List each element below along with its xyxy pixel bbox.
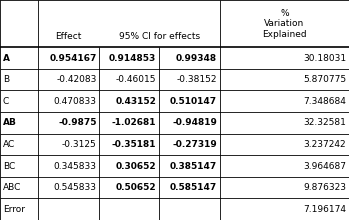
Text: -0.35181: -0.35181: [111, 140, 156, 149]
Text: A: A: [3, 54, 10, 63]
Text: ABC: ABC: [3, 183, 21, 192]
Text: 3.237242: 3.237242: [304, 140, 346, 149]
Text: AC: AC: [3, 140, 15, 149]
Text: 30.18031: 30.18031: [303, 54, 346, 63]
Text: C: C: [3, 97, 9, 106]
Text: 5.870775: 5.870775: [303, 75, 346, 84]
Text: 0.345833: 0.345833: [54, 161, 97, 170]
Text: 0.954167: 0.954167: [49, 54, 97, 63]
Text: Effect: Effect: [55, 32, 82, 41]
Text: BC: BC: [3, 161, 15, 170]
Text: 7.348684: 7.348684: [303, 97, 346, 106]
Text: 0.585147: 0.585147: [170, 183, 217, 192]
Text: -0.46015: -0.46015: [116, 75, 156, 84]
Text: 7.196174: 7.196174: [303, 205, 346, 214]
Text: -0.9875: -0.9875: [58, 118, 97, 127]
Text: -0.42083: -0.42083: [56, 75, 97, 84]
Text: %
Variation
Explained: % Variation Explained: [262, 9, 307, 38]
Text: 0.914853: 0.914853: [109, 54, 156, 63]
Text: 0.43152: 0.43152: [115, 97, 156, 106]
Text: 0.385147: 0.385147: [170, 161, 217, 170]
Text: 0.50652: 0.50652: [116, 183, 156, 192]
Text: -0.27319: -0.27319: [172, 140, 217, 149]
Text: 0.30652: 0.30652: [116, 161, 156, 170]
Text: 9.876323: 9.876323: [303, 183, 346, 192]
Text: 3.964687: 3.964687: [303, 161, 346, 170]
Text: -0.3125: -0.3125: [62, 140, 97, 149]
Text: Error: Error: [3, 205, 25, 214]
Text: 32.32581: 32.32581: [303, 118, 346, 127]
Text: -0.38152: -0.38152: [177, 75, 217, 84]
Text: 0.545833: 0.545833: [54, 183, 97, 192]
Text: -0.94819: -0.94819: [172, 118, 217, 127]
Text: B: B: [3, 75, 9, 84]
Text: 0.99348: 0.99348: [176, 54, 217, 63]
Text: 95% CI for effects: 95% CI for effects: [119, 32, 200, 41]
Text: AB: AB: [3, 118, 17, 127]
Text: 0.510147: 0.510147: [170, 97, 217, 106]
Text: 0.470833: 0.470833: [54, 97, 97, 106]
Text: -1.02681: -1.02681: [111, 118, 156, 127]
